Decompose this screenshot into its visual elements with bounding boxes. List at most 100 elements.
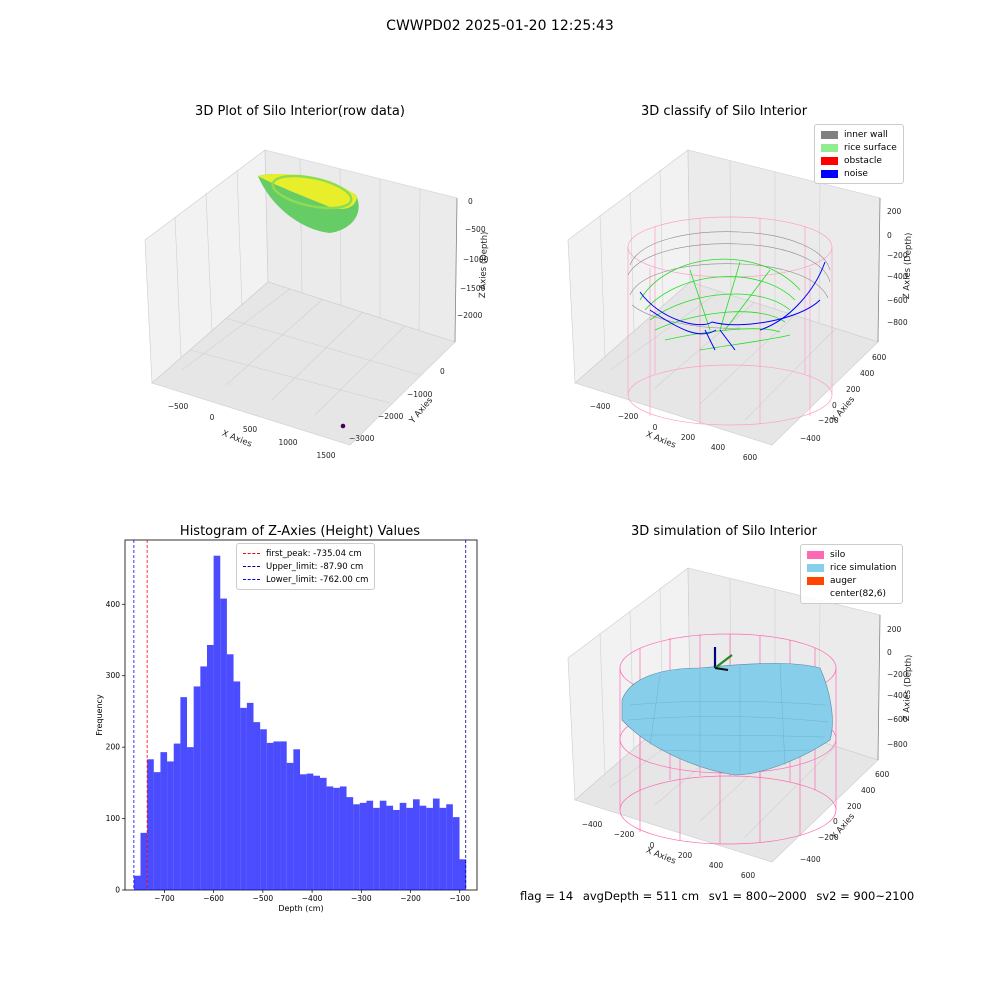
raw-x-tick: 500 [243, 425, 258, 434]
histogram-bar [133, 875, 141, 890]
legend-entry-auger: auger [807, 574, 896, 587]
y-tick-label: 100 [106, 814, 121, 823]
legend-entry-silo: silo [807, 548, 896, 561]
legend-dash [243, 553, 260, 554]
simulation-z-tick: −400 [887, 691, 908, 700]
histogram-bars [133, 555, 467, 890]
classify-y-tick: 400 [860, 369, 875, 378]
figure-suptitle: CWWPD02 2025-01-20 12:25:43 [386, 18, 614, 34]
simulation-x-tick: 400 [709, 861, 724, 870]
histogram-bar [167, 761, 174, 890]
histogram-bar [439, 807, 447, 890]
histogram-bar [319, 777, 327, 890]
classify-legend: inner wall rice surface obstacle noise [814, 124, 904, 184]
raw-y-tick: 0 [440, 367, 445, 376]
x-tick-label: −100 [449, 894, 470, 903]
legend-label: rice surface [844, 142, 897, 153]
legend-swatch [807, 576, 824, 585]
simulation-y-tick: 0 [833, 817, 838, 826]
avg-depth-value: avgDepth = 511 cm [582, 889, 700, 903]
histogram-bar [187, 747, 194, 890]
raw-z-axis-label: Z Axies (Depth) [478, 231, 490, 298]
legend-label: inner wall [844, 129, 888, 140]
raw-y-tick: −2000 [378, 412, 404, 421]
simulation-y-tick: −200 [818, 833, 839, 842]
sv2-value: sv2 = 900~2100 [816, 889, 915, 903]
histogram-bar [313, 775, 320, 890]
histogram-bar [366, 800, 374, 890]
histogram-bar [452, 817, 460, 890]
x-tick-label: −500 [253, 894, 274, 903]
histogram-bar [193, 686, 201, 890]
simulation-x-tick: −200 [614, 830, 635, 839]
classify-z-tick: 0 [887, 231, 892, 240]
histogram-bar [386, 805, 394, 890]
histogram-panel-title: Histogram of Z-Axies (Height) Values [179, 524, 421, 539]
legend-label: Lower_limit: -762.00 cm [266, 574, 369, 585]
legend-swatch [821, 169, 838, 178]
legend-entry-center: center(82,6) [807, 587, 896, 600]
simulation-x-tick: 200 [678, 851, 693, 860]
classify-y-tick: −200 [818, 416, 839, 425]
classify-x-tick: −200 [618, 412, 639, 421]
raw-z-tick: 0 [468, 197, 473, 206]
legend-swatch [821, 130, 838, 139]
simulation-x-tick: 0 [650, 841, 655, 850]
legend-entry-rice-surface: rice surface [821, 141, 897, 154]
histogram-bar [253, 722, 261, 890]
histogram-bar [233, 681, 241, 890]
histogram-legend: first_peak: -735.04 cm Upper_limit: -87.… [236, 543, 376, 590]
raw-x-tick: 1000 [278, 438, 297, 447]
simulation-legend: silo rice simulation auger center(82,6) [800, 544, 904, 604]
legend-swatch [821, 143, 838, 152]
legend-swatch [807, 563, 824, 572]
legend-entry-first-peak: first_peak: -735.04 cm [243, 547, 368, 560]
legend-entry-obstacle: obstacle [821, 154, 897, 167]
histogram-bar [393, 810, 400, 890]
legend-entry-inner-wall: inner wall [821, 128, 897, 141]
classify-z-tick: −600 [887, 296, 908, 305]
classify-y-tick: 200 [846, 385, 861, 394]
legend-entry-upper-limit: Upper_limit: -87.90 cm [243, 560, 368, 573]
legend-label: Upper_limit: -87.90 cm [266, 561, 364, 572]
histogram-bar [266, 742, 274, 890]
histogram-bar [213, 555, 221, 890]
histogram-bar [300, 774, 307, 890]
histogram-bar [147, 759, 154, 890]
y-tick-label: 400 [106, 600, 121, 609]
raw-z-tick: −1000 [463, 255, 489, 264]
legend-label: noise [844, 168, 868, 179]
histogram-bar [406, 807, 413, 890]
histogram-bar [286, 762, 294, 890]
classify-3d-axes [567, 149, 881, 446]
histogram-bar [399, 802, 407, 890]
simulation-y-axis-label: Y Axies [829, 811, 857, 842]
simulation-y-tick: 400 [861, 786, 876, 795]
raw-outlier-point [340, 423, 346, 429]
raw-y-tick: −3000 [349, 434, 375, 443]
simulation-panel-title: 3D simulation of Silo Interior [631, 524, 817, 539]
histogram-bar [160, 752, 168, 890]
simulation-z-tick: −600 [887, 715, 908, 724]
raw-panel-title: 3D Plot of Silo Interior(row data) [195, 104, 405, 119]
legend-entry-rice-simulation: rice simulation [807, 561, 896, 574]
classify-z-tick: −800 [887, 318, 908, 327]
legend-label: rice simulation [830, 562, 897, 573]
legend-dash [243, 579, 260, 580]
raw-x-tick: −500 [168, 402, 189, 411]
sv1-value: sv1 = 800~2000 [708, 889, 807, 903]
raw-z-tick: −2000 [457, 311, 483, 320]
histogram-bar [140, 832, 148, 890]
histogram-bar [280, 741, 287, 890]
histogram-bar [260, 729, 267, 890]
x-tick-label: −400 [302, 894, 323, 903]
simulation-y-tick: 200 [847, 802, 862, 811]
simulation-x-axis-label: X Axies [644, 846, 677, 867]
y-tick-label: 300 [106, 671, 121, 680]
histogram-bar [173, 743, 181, 890]
classify-x-axis-label: X Axies [644, 430, 677, 451]
legend-swatch [821, 156, 838, 165]
simulation-x-tick: 600 [741, 871, 756, 880]
histogram-bar [373, 807, 380, 890]
histogram-bar [426, 807, 433, 890]
